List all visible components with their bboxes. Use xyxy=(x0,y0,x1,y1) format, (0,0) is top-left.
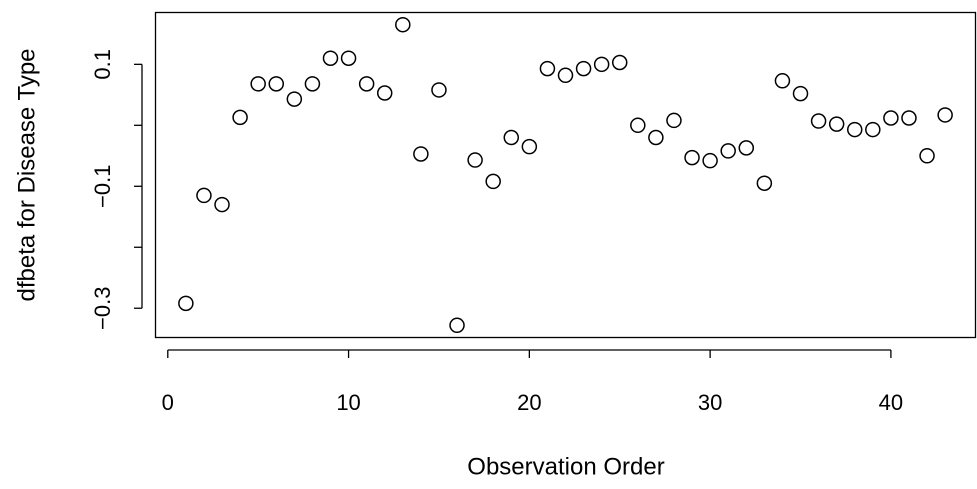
point xyxy=(865,121,881,138)
point xyxy=(810,113,827,129)
point xyxy=(630,117,646,134)
point xyxy=(593,56,610,73)
point xyxy=(828,116,845,132)
point xyxy=(702,152,718,169)
point xyxy=(937,107,953,123)
point xyxy=(286,91,303,107)
point xyxy=(232,109,248,126)
x-tick-label: 40 xyxy=(879,390,903,415)
point xyxy=(268,76,285,92)
point xyxy=(539,60,556,77)
y-axis-label: dfbeta for Disease Type xyxy=(13,48,40,301)
x-tick-label: 10 xyxy=(336,390,360,415)
point xyxy=(358,76,375,92)
point xyxy=(919,148,935,164)
point xyxy=(178,295,194,312)
point xyxy=(467,152,483,168)
plot-box xyxy=(154,11,977,339)
point xyxy=(648,129,664,146)
point xyxy=(413,146,429,162)
point xyxy=(431,82,447,98)
point xyxy=(196,187,212,204)
point xyxy=(485,173,501,190)
x-tick-label: 30 xyxy=(698,390,722,415)
point xyxy=(774,73,791,89)
y-tick-label: −0.1 xyxy=(90,165,115,208)
point xyxy=(738,140,755,156)
point xyxy=(395,16,411,33)
point xyxy=(575,60,592,77)
point xyxy=(250,76,266,92)
x-tick-label: 0 xyxy=(162,390,174,415)
x-axis-label: Observation Order xyxy=(467,453,664,480)
point xyxy=(666,112,682,129)
point xyxy=(684,149,700,166)
point xyxy=(557,67,574,84)
point xyxy=(756,175,773,191)
y-tick-label: −0.3 xyxy=(90,287,115,330)
point xyxy=(901,110,917,126)
point xyxy=(611,54,628,71)
y-tick-label: 0.1 xyxy=(90,49,115,80)
point xyxy=(720,143,736,159)
x-tick-label: 20 xyxy=(517,390,541,415)
point xyxy=(846,121,863,138)
point xyxy=(322,50,339,66)
point xyxy=(883,110,899,126)
point xyxy=(214,196,230,213)
point xyxy=(449,317,465,334)
point xyxy=(503,129,520,146)
point xyxy=(521,138,538,155)
point xyxy=(376,85,393,101)
point xyxy=(304,76,321,92)
point xyxy=(340,50,357,66)
point xyxy=(792,85,809,102)
